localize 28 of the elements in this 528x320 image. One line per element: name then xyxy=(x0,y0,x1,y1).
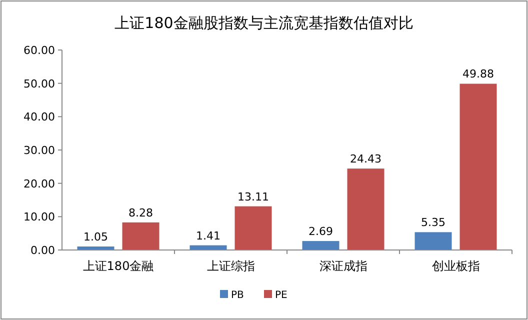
data-label: 13.11 xyxy=(238,190,269,204)
y-tick-label: 20.00 xyxy=(24,177,55,190)
bar xyxy=(347,168,384,250)
x-tick-label: 上证180金融 xyxy=(82,259,154,273)
bar xyxy=(460,84,497,250)
x-tick-label: 深证成指 xyxy=(319,259,368,273)
y-tick-label: 50.00 xyxy=(24,77,55,90)
x-tick-label: 上证综指 xyxy=(206,259,255,273)
data-label: 1.41 xyxy=(196,229,220,242)
bar xyxy=(302,241,340,250)
y-tick-label: 60.00 xyxy=(24,44,55,57)
data-label: 5.35 xyxy=(421,216,446,230)
data-label: 1.05 xyxy=(84,230,108,244)
bar xyxy=(122,222,160,250)
data-label: 24.43 xyxy=(350,152,382,166)
legend-label: PE xyxy=(275,290,288,301)
bar xyxy=(414,232,452,250)
y-tick-label: 10.00 xyxy=(24,210,55,224)
y-tick-label: 30.00 xyxy=(24,144,55,157)
x-tick-label: 创业板指 xyxy=(432,259,480,273)
y-tick-label: 40.00 xyxy=(24,110,55,124)
y-tick-label: 0.00 xyxy=(30,244,55,257)
data-label: 2.69 xyxy=(308,225,333,238)
data-label: 8.28 xyxy=(128,206,153,220)
legend-label: PB xyxy=(231,290,244,301)
data-label: 49.88 xyxy=(462,68,494,81)
chart-title: 上证180金融股指数与主流宽基指数估值对比 xyxy=(114,14,414,32)
bar xyxy=(234,206,272,250)
